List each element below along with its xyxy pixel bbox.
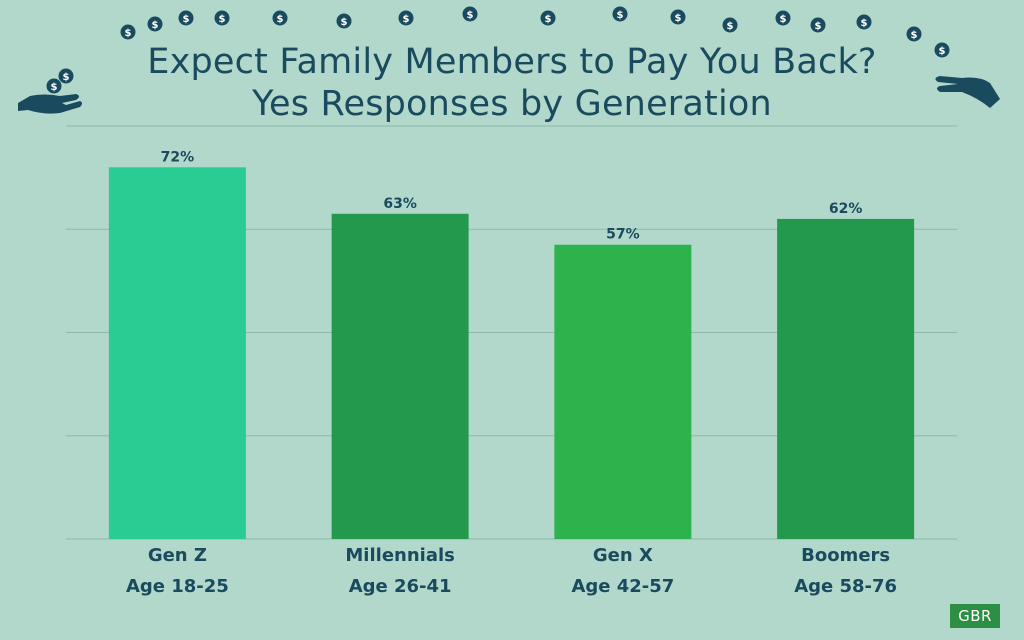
bar-gen-x bbox=[554, 244, 692, 540]
dollar-coin-icon: $ bbox=[906, 26, 922, 42]
dollar-coin-icon: $ bbox=[178, 10, 194, 26]
svg-text:$: $ bbox=[341, 17, 348, 28]
category-label: Millennials bbox=[345, 545, 455, 566]
dollar-coin-icon: $ bbox=[462, 6, 478, 22]
svg-text:$: $ bbox=[51, 82, 58, 93]
dollar-coin-icon: $ bbox=[120, 24, 136, 40]
dollar-coin-icon: $ bbox=[46, 78, 62, 94]
chart-title-line2: Yes Responses by Generation bbox=[252, 84, 772, 124]
category-label: Gen Z bbox=[147, 545, 207, 566]
bar-boomers bbox=[777, 218, 915, 540]
svg-text:$: $ bbox=[911, 30, 918, 41]
data-label: 62% bbox=[829, 201, 863, 217]
dollar-coin-icon: $ bbox=[214, 10, 230, 26]
data-label: 63% bbox=[383, 196, 417, 212]
data-labels-group: 72% 63% 57% 62% bbox=[161, 149, 863, 242]
dollar-coin-icon: $ bbox=[612, 6, 628, 22]
dollar-coin-icon: $ bbox=[810, 17, 826, 33]
bar-gen-z bbox=[108, 167, 246, 540]
data-label: 72% bbox=[161, 149, 195, 165]
category-label: Gen X bbox=[592, 545, 653, 566]
dollar-coin-icon: $ bbox=[722, 17, 738, 33]
coin-arc: $ $ $ $ $ $ $ $ $ $ $ $ $ $ $ $ $ $ $ bbox=[46, 6, 950, 94]
dollar-coin-icon: $ bbox=[147, 16, 163, 32]
svg-text:$: $ bbox=[545, 14, 552, 25]
svg-text:$: $ bbox=[675, 13, 682, 24]
receiving-hand-icon bbox=[935, 76, 1000, 108]
svg-text:$: $ bbox=[815, 21, 822, 32]
svg-text:$: $ bbox=[403, 14, 410, 25]
dollar-coin-icon: $ bbox=[934, 42, 950, 58]
svg-text:$: $ bbox=[125, 28, 132, 39]
chart-title-line1: Expect Family Members to Pay You Back? bbox=[147, 42, 877, 82]
category-age-label: Age 58-76 bbox=[794, 576, 898, 597]
data-label: 57% bbox=[606, 227, 640, 243]
svg-text:$: $ bbox=[277, 14, 284, 25]
svg-text:$: $ bbox=[617, 10, 624, 21]
bars-group bbox=[108, 167, 915, 540]
dollar-coin-icon: $ bbox=[775, 10, 791, 26]
dollar-coin-icon: $ bbox=[398, 10, 414, 26]
category-age-label: Age 26-41 bbox=[348, 576, 452, 597]
dollar-coin-icon: $ bbox=[58, 68, 74, 84]
svg-text:$: $ bbox=[152, 20, 159, 31]
svg-text:$: $ bbox=[939, 46, 946, 57]
category-age-label: Age 18-25 bbox=[125, 576, 229, 597]
svg-text:$: $ bbox=[727, 21, 734, 32]
svg-text:$: $ bbox=[219, 14, 226, 25]
svg-text:$: $ bbox=[183, 14, 190, 25]
category-label: Boomers bbox=[801, 545, 891, 566]
dollar-coin-icon: $ bbox=[856, 14, 872, 30]
bar-millennials bbox=[331, 213, 469, 539]
category-age-label: Age 42-57 bbox=[571, 576, 675, 597]
svg-text:$: $ bbox=[861, 18, 868, 29]
dollar-coin-icon: $ bbox=[670, 9, 686, 25]
svg-text:$: $ bbox=[780, 14, 787, 25]
hands-group bbox=[18, 76, 1000, 114]
dollar-coin-icon: $ bbox=[272, 10, 288, 26]
dollar-coin-icon: $ bbox=[540, 10, 556, 26]
gbr-logo: GBR bbox=[950, 604, 1000, 628]
svg-text:$: $ bbox=[467, 10, 474, 21]
dollar-coin-icon: $ bbox=[336, 13, 352, 29]
giving-hand-icon bbox=[18, 94, 82, 114]
svg-text:$: $ bbox=[63, 72, 70, 83]
